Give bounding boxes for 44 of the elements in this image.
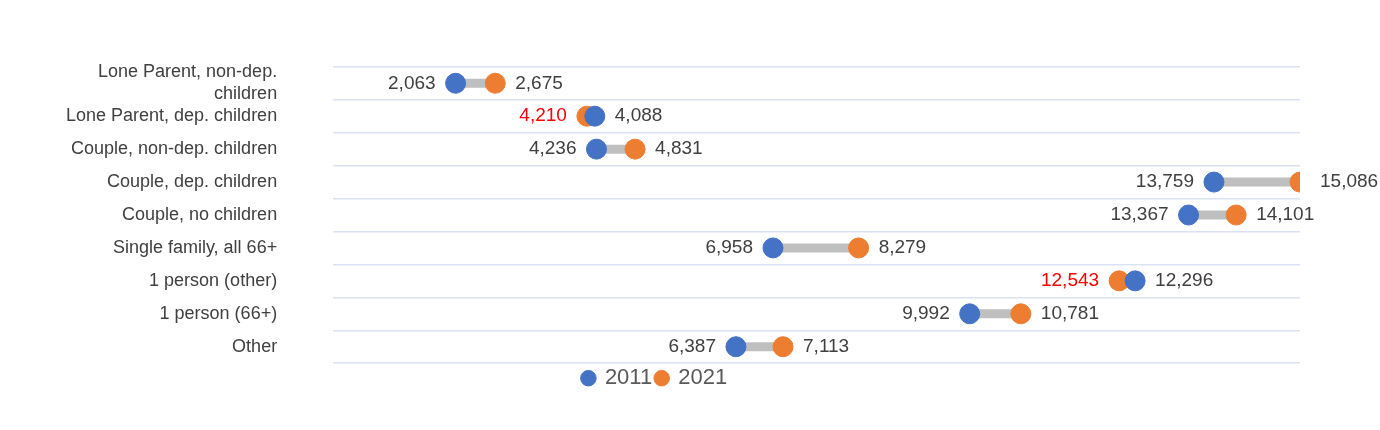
point xyxy=(848,237,870,259)
legend-label: 2011 xyxy=(604,364,653,390)
data-label: 8,279 xyxy=(878,236,927,258)
point xyxy=(1203,171,1225,193)
data-label: 6,958 xyxy=(705,236,753,258)
data-label: 4,210 xyxy=(519,104,567,126)
point xyxy=(772,336,794,358)
data-label: 13,367 xyxy=(1110,203,1169,225)
point xyxy=(959,303,981,325)
y-tick-label: 1 person (66+) xyxy=(159,302,278,323)
data-label: 14,101 xyxy=(1256,203,1315,225)
point xyxy=(1124,270,1146,292)
data-label: 4,236 xyxy=(528,137,577,159)
legend-label: 2021 xyxy=(678,364,728,390)
point xyxy=(585,138,607,160)
data-label: 15,086 xyxy=(1320,170,1379,192)
point xyxy=(1178,204,1200,226)
data-label: 13,759 xyxy=(1135,170,1194,192)
point xyxy=(484,72,506,94)
point xyxy=(1225,204,1247,226)
data-label: 2,063 xyxy=(388,71,436,93)
data-label: 4,088 xyxy=(614,104,663,126)
y-tick-label: Other xyxy=(232,335,278,356)
point xyxy=(624,138,646,160)
point xyxy=(725,336,747,358)
y-tick-label: Couple, dep. children xyxy=(107,171,278,192)
y-tick-label: Lone Parent, dep. children xyxy=(65,105,278,126)
y-tick-label: Couple, non-dep. children xyxy=(71,138,278,159)
point xyxy=(445,72,467,94)
data-label: 4,831 xyxy=(655,137,703,159)
data-label: 7,113 xyxy=(803,334,850,356)
y-tick-label: Single family, all 66+ xyxy=(112,236,278,257)
data-label: 6,387 xyxy=(668,334,716,356)
y-tick-label: Lone Parent, non-dep. children xyxy=(98,61,278,104)
data-label: 10,781 xyxy=(1040,302,1099,324)
data-label: 12,296 xyxy=(1155,269,1214,291)
data-label: 2,675 xyxy=(515,71,563,93)
y-tick-label: 1 person (other) xyxy=(149,269,278,290)
data-label: 12,543 xyxy=(1040,269,1100,291)
point xyxy=(584,105,606,127)
point xyxy=(762,237,784,259)
y-tick-label: Couple, no children xyxy=(122,203,278,224)
point xyxy=(1010,303,1032,325)
data-label: 9,992 xyxy=(902,302,950,324)
